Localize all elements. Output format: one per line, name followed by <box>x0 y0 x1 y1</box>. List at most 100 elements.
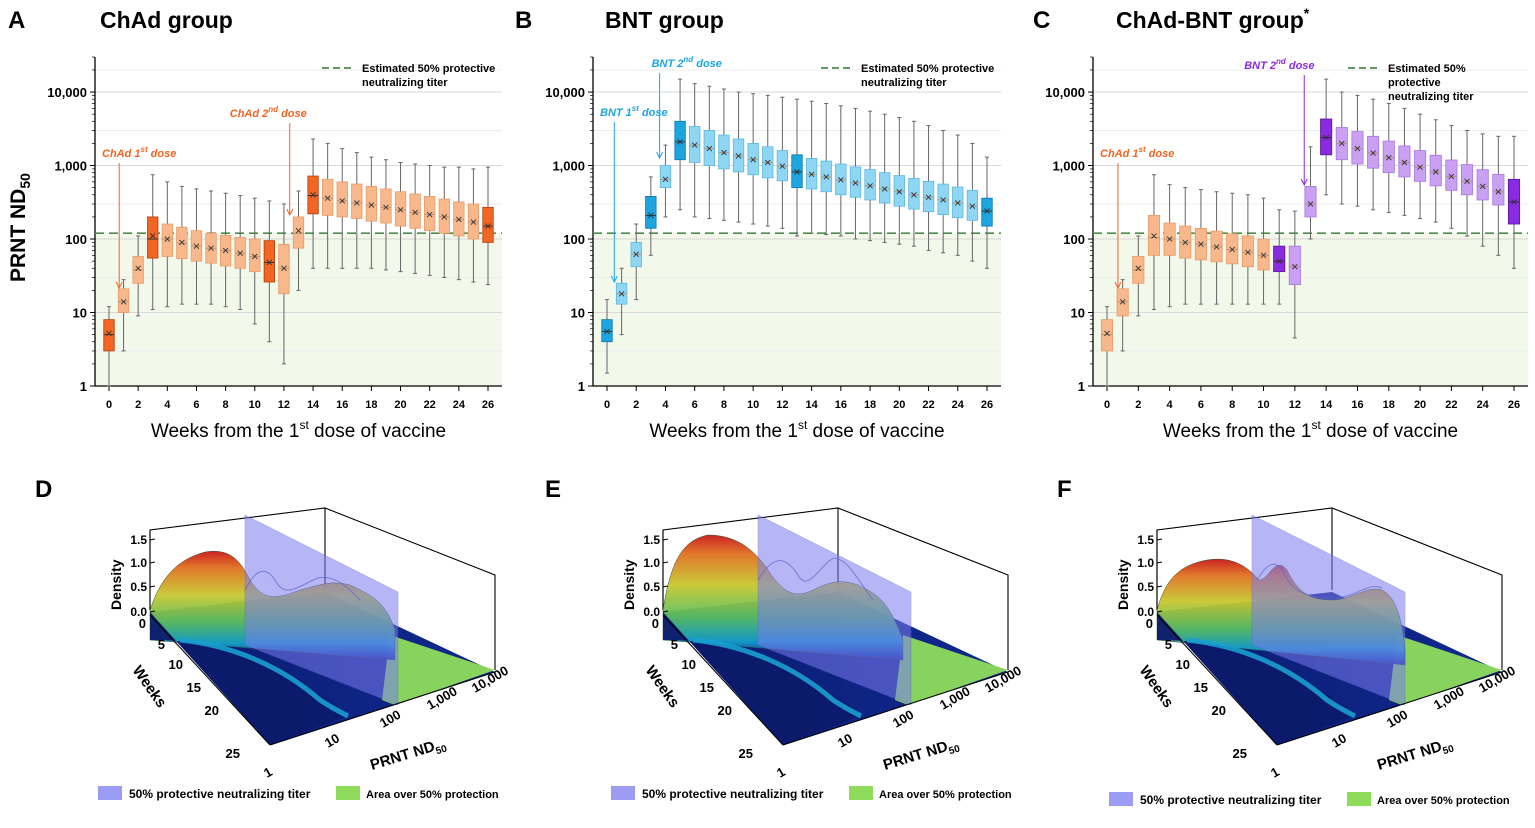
box-c <box>1382 140 1395 174</box>
weeks-axis-label-f: Weeks <box>1136 663 1177 711</box>
weeks-tick-label-d: 0 <box>139 616 146 631</box>
weeks-axis-label-d: Weeks <box>129 663 170 711</box>
box-mean-marker-a <box>412 209 418 216</box>
y-tick-label-c: 1 <box>1078 379 1085 394</box>
x-axis-label-a: Weeks from the 1st dose of vaccine <box>151 418 446 442</box>
dose-annotation-sup-a: nd <box>268 105 279 114</box>
x-tick-label-a: 16 <box>336 399 348 411</box>
legend-label-area-e: Area over 50% protection <box>879 789 1012 801</box>
box-mean-marker-c <box>1370 150 1376 156</box>
box-mean-marker-a <box>470 219 477 225</box>
box-b <box>747 143 759 176</box>
weeks-tick-label-e: 0 <box>652 616 659 631</box>
box-mean-marker-b <box>808 171 815 178</box>
x-tick-label-c: 0 <box>1104 399 1110 411</box>
box-b <box>893 175 905 207</box>
box-mean-marker-c <box>1401 159 1408 166</box>
protection-area-c <box>1093 233 1528 386</box>
weeks-tick-label-d: 10 <box>169 657 183 672</box>
box-c <box>1367 135 1380 169</box>
y-tick-label-b: 100 <box>563 232 585 247</box>
box-mean-marker-b <box>940 197 946 203</box>
box-b <box>937 183 949 216</box>
box-mean-marker-b <box>779 163 786 170</box>
box-mean-marker-c <box>1166 236 1173 242</box>
dose-annotation-arrowhead-a <box>286 208 294 217</box>
legend-text-line1-b: Estimated 50% protective <box>861 63 994 75</box>
box-a <box>351 183 363 219</box>
box-mean-marker-a <box>485 223 491 229</box>
box-mean-marker-c <box>1119 298 1126 305</box>
y-axis-label-a: PRNT ND50 <box>7 173 33 282</box>
x-tick-label-a: 20 <box>394 399 406 411</box>
threshold-plane-f <box>1251 514 1406 706</box>
dose-annotation-main-b: BNT 2 <box>652 58 684 70</box>
x-tick-label-b: 26 <box>981 399 993 411</box>
box-a <box>147 216 159 259</box>
y-tick-label-a: 100 <box>65 232 87 247</box>
z-tick-label-e: 1.5 <box>643 533 660 547</box>
weeks-axis-f <box>1156 614 1278 746</box>
weeks-tick-label-f: 10 <box>1176 657 1190 672</box>
box-mean-marker-a <box>179 239 185 246</box>
protection-area-b <box>593 233 1001 386</box>
surface-green-area-e <box>895 635 1008 705</box>
prnt-axis-label-main-f: PRNT ND <box>1375 738 1444 774</box>
weeks-tick-label-e: 20 <box>718 703 732 718</box>
legend-label-plane-f: 50% protective neutralizing titer <box>1140 793 1322 807</box>
dose-annotation-main-c: BNT 2 <box>1244 60 1276 72</box>
z-tick-label-f: 0.5 <box>1137 580 1154 594</box>
legend-text-line3-c: neutralizing titer <box>1388 91 1474 103</box>
z-tick-d <box>149 561 156 564</box>
box-mean-marker-a <box>456 216 462 223</box>
box-c <box>1147 214 1160 256</box>
dose-annotation-arrowhead-b <box>656 151 664 160</box>
box-a <box>424 196 436 232</box>
z-tick-d <box>149 538 156 541</box>
x-tick-label-a: 22 <box>424 399 436 411</box>
box-mean-marker-c <box>1495 188 1502 195</box>
box-c <box>1241 235 1254 268</box>
legend-swatch-area-d <box>336 786 360 800</box>
y-tick-label-c: 10 <box>1071 306 1085 321</box>
prnt-tick-label-e: 10 <box>835 730 855 750</box>
legend-label-area-f: Area over 50% protection <box>1377 795 1510 807</box>
box-mean-marker-a <box>397 206 404 213</box>
dose-annotation-rest-b: dose <box>639 107 668 119</box>
dose-annotation-rest-b: dose <box>693 58 722 70</box>
box-mean-marker-b <box>838 176 844 183</box>
y-tick-label-b: 10,000 <box>545 85 585 100</box>
x-tick-label-c: 18 <box>1383 399 1395 411</box>
z-tick-f <box>1156 585 1163 588</box>
legend-swatch-plane-f <box>1109 792 1133 806</box>
prnt-axis-d <box>269 671 496 746</box>
box-a <box>263 240 275 283</box>
legend-text-line2-b: neutralizing titer <box>861 77 947 89</box>
box-c <box>1100 319 1114 352</box>
z-axis-label-f: Density <box>1115 559 1131 610</box>
dose-annotation-arrowhead-c <box>1114 281 1122 290</box>
box-c <box>1461 164 1474 196</box>
dose-annotation-label-a: ChAd 2nd dose <box>230 105 307 120</box>
panel-letter-f: F <box>1057 476 1072 503</box>
x-tick-label-b: 8 <box>721 399 727 411</box>
legend-swatch-plane-d <box>98 786 122 800</box>
x-tick-label-a: 24 <box>453 399 466 411</box>
x-tick-label-a: 14 <box>307 399 320 411</box>
box-a <box>438 198 450 234</box>
box-mean-marker-a <box>353 200 360 206</box>
weeks-tick-label-f: 5 <box>1165 637 1172 652</box>
box-mean-marker-a <box>208 245 214 252</box>
x-tick-label-c: 24 <box>1477 399 1490 411</box>
weeks-tick-label-e: 25 <box>739 746 753 761</box>
box-mean-marker-b <box>867 182 873 189</box>
y-axis-label-sub-a: 50 <box>17 173 33 189</box>
box-mean-marker-a <box>281 265 287 272</box>
y-axis-label-main-a: PRNT ND <box>7 189 30 282</box>
surface-contour-edge-f <box>1186 637 1357 719</box>
threshold-plane-e <box>757 514 912 706</box>
box-mean-marker-b <box>852 180 859 186</box>
box-c <box>1288 245 1301 285</box>
legend-label-plane-e: 50% protective neutralizing titer <box>642 787 824 801</box>
